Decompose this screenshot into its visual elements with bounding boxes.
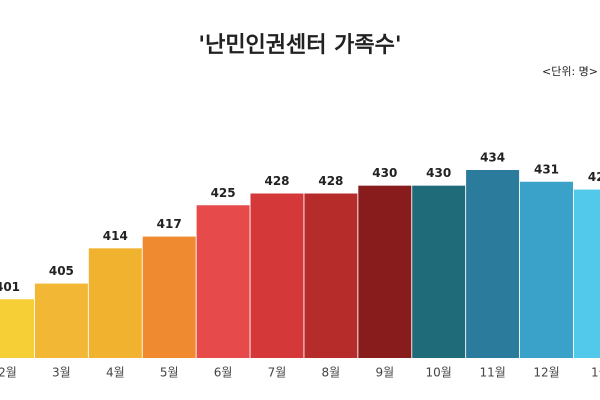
x-tick-label: 4월 [106, 366, 125, 380]
x-tick-label: 7월 [268, 366, 287, 380]
value-label: 428 [264, 174, 289, 188]
bar [196, 205, 250, 358]
x-tick-label: 10월 [426, 366, 452, 380]
value-label: 417 [157, 217, 182, 231]
chart-title: '난민인권센터 가족수' [198, 33, 401, 58]
bar [520, 181, 573, 358]
x-tick-label: 2월 [0, 366, 17, 380]
bar [466, 170, 520, 358]
bar [304, 193, 358, 358]
bar [88, 248, 142, 358]
value-label: 425 [211, 186, 236, 200]
x-tick-label: 5월 [160, 366, 179, 380]
x-tick-label: 12월 [533, 366, 559, 380]
value-label: 430 [426, 166, 451, 180]
bar [573, 189, 600, 358]
value-label: 430 [372, 166, 397, 180]
bar [358, 185, 412, 358]
value-label: 434 [480, 151, 505, 165]
x-tick-label: 9월 [375, 366, 394, 380]
x-tick-label: 6월 [214, 366, 233, 380]
bar [142, 236, 196, 358]
value-label: 428 [318, 174, 343, 188]
value-label: 401 [0, 280, 20, 294]
bar [412, 185, 466, 358]
value-label: 405 [49, 264, 74, 278]
x-tick-label: 3월 [52, 366, 71, 380]
x-tick-label: 11월 [479, 366, 505, 380]
bar [34, 283, 88, 358]
bar [250, 193, 304, 358]
value-label: 431 [534, 162, 559, 176]
unit-note: <단위: 명> [542, 65, 598, 78]
x-tick-label: 1월 [591, 366, 600, 380]
value-label: 414 [103, 229, 128, 243]
x-tick-label: 8월 [322, 366, 341, 380]
value-label: 429 [588, 170, 600, 184]
bar [0, 299, 34, 358]
